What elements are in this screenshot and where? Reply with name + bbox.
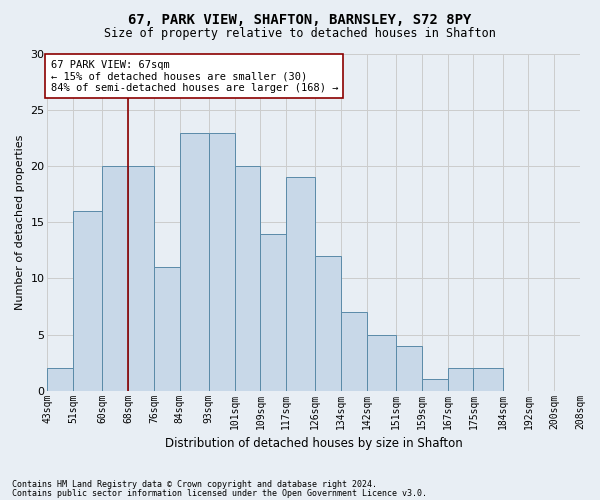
Bar xyxy=(473,368,503,390)
Bar xyxy=(235,166,260,390)
Bar xyxy=(341,312,367,390)
Bar xyxy=(47,368,73,390)
Bar xyxy=(260,234,286,390)
Bar xyxy=(286,178,316,390)
Bar xyxy=(448,368,473,390)
Text: 67 PARK VIEW: 67sqm
← 15% of detached houses are smaller (30)
84% of semi-detach: 67 PARK VIEW: 67sqm ← 15% of detached ho… xyxy=(50,60,338,93)
X-axis label: Distribution of detached houses by size in Shafton: Distribution of detached houses by size … xyxy=(165,437,463,450)
Bar xyxy=(209,132,235,390)
Bar xyxy=(396,346,422,391)
Bar xyxy=(367,334,396,390)
Y-axis label: Number of detached properties: Number of detached properties xyxy=(15,134,25,310)
Bar xyxy=(73,211,103,390)
Text: Contains HM Land Registry data © Crown copyright and database right 2024.: Contains HM Land Registry data © Crown c… xyxy=(12,480,377,489)
Text: Size of property relative to detached houses in Shafton: Size of property relative to detached ho… xyxy=(104,28,496,40)
Text: Contains public sector information licensed under the Open Government Licence v3: Contains public sector information licen… xyxy=(12,490,427,498)
Bar xyxy=(154,267,180,390)
Bar xyxy=(422,380,448,390)
Bar xyxy=(180,132,209,390)
Bar xyxy=(316,256,341,390)
Text: 67, PARK VIEW, SHAFTON, BARNSLEY, S72 8PY: 67, PARK VIEW, SHAFTON, BARNSLEY, S72 8P… xyxy=(128,12,472,26)
Bar xyxy=(128,166,154,390)
Bar xyxy=(103,166,128,390)
